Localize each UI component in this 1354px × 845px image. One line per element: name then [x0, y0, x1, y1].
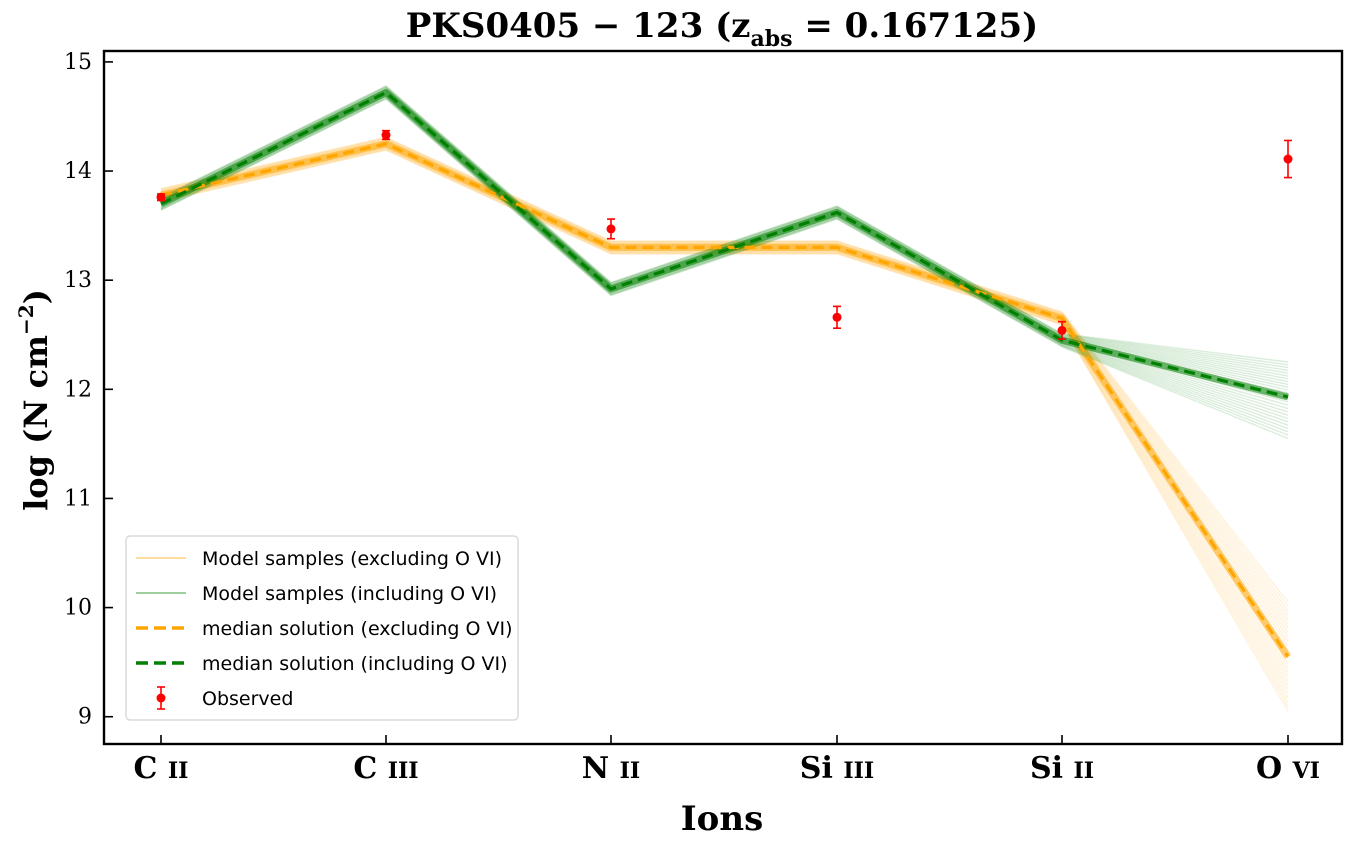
legend-frame	[125, 535, 519, 721]
observed-points	[156, 129, 1293, 340]
samples-incl-line	[160, 96, 1289, 426]
legend-label-samples-incl: Model samples (including O VI)	[202, 583, 497, 605]
y-tick-label: 10	[64, 596, 92, 621]
samples-excl-line	[160, 136, 1289, 607]
samples-excl-line	[160, 138, 1289, 621]
observed-point	[381, 130, 391, 140]
observed-point	[606, 224, 616, 234]
x-tick-label: N II	[582, 751, 640, 786]
observed-point	[1057, 325, 1067, 335]
x-tick-label: Si III	[800, 751, 874, 786]
x-tick-element: Si	[1030, 751, 1074, 786]
x-tick-ionization-stage: III	[843, 758, 874, 784]
chart-title-tail: = 0.167125)	[793, 6, 1039, 46]
samples-incl-line	[160, 85, 1289, 363]
y-tick-label: 12	[64, 377, 92, 402]
y-tick-label: 14	[64, 159, 92, 184]
samples-incl-line	[160, 85, 1289, 366]
x-tick-ionization-stage: VI	[1292, 758, 1320, 784]
legend-label-observed: Observed	[202, 688, 293, 710]
samples-incl-line	[160, 87, 1289, 377]
samples-incl-line	[160, 86, 1289, 372]
samples-incl-line	[160, 88, 1289, 380]
y-axis-label-main: log (N cm	[17, 335, 55, 511]
median-lines	[160, 90, 1290, 658]
x-tick-element: C	[134, 751, 168, 786]
legend: Model samples (excluding O VI) Model sam…	[125, 535, 519, 721]
y-axis-label-close: )	[17, 289, 55, 304]
y-tick-label: 15	[64, 50, 92, 75]
observed-point	[1283, 154, 1293, 164]
samples-excl-line	[160, 139, 1289, 625]
samples-incl-line	[160, 98, 1289, 440]
x-tick-label: O VI	[1256, 751, 1320, 786]
chart-title-main: PKS0405 − 123 (z	[406, 6, 751, 46]
samples-incl-line	[160, 97, 1289, 433]
y-tick-label: 9	[78, 705, 92, 730]
x-tick-ionization-stage: II	[168, 758, 189, 784]
plot-frame	[102, 49, 1344, 746]
x-tick-label: Si II	[1030, 751, 1094, 786]
samples-incl-line	[160, 97, 1289, 436]
observed-point	[832, 312, 842, 322]
x-tick-ionization-stage: II	[1073, 758, 1094, 784]
x-tick-label: C II	[134, 751, 189, 786]
x-tick-element: O	[1256, 751, 1293, 786]
observed-point	[156, 192, 166, 202]
legend-label-samples-excl: Model samples (excluding O VI)	[202, 548, 502, 570]
x-tick-ionization-stage: III	[388, 758, 419, 784]
samples-excl-line	[160, 136, 1289, 603]
samples-excl-line	[160, 137, 1289, 612]
x-tick-ionization-stage: II	[620, 758, 641, 784]
samples-incl-line	[160, 88, 1289, 383]
legend-swatch-observed-marker	[156, 693, 166, 703]
y-axis-label: log (N cm−2)	[14, 289, 55, 511]
samples-excl-line	[160, 138, 1289, 616]
legend-label-median-excl: median solution (excluding O VI)	[202, 618, 512, 640]
chart-title: PKS0405 − 123 (zabs = 0.167125)	[406, 6, 1038, 52]
x-tick-element: C	[353, 751, 387, 786]
x-tick-element: Si	[800, 751, 844, 786]
x-axis-label: Ions	[681, 799, 763, 839]
x-axis: C II C III N II Si III Si II O VI	[134, 735, 1320, 786]
samples-incl-line	[160, 95, 1289, 423]
y-tick-label: 13	[64, 268, 92, 293]
y-tick-label: 11	[64, 486, 92, 511]
chart-title-sub: abs	[750, 26, 792, 52]
legend-label-median-incl: median solution (including O VI)	[202, 653, 508, 675]
samples-incl-line	[160, 87, 1289, 374]
x-tick-element: N	[582, 751, 620, 786]
y-axis: 9 10 11 12 13 14 15	[64, 50, 113, 730]
median-line-excl	[160, 142, 1290, 658]
x-tick-label: C III	[353, 751, 418, 786]
samples-incl-line	[160, 96, 1289, 430]
median-line-incl	[160, 90, 1289, 399]
samples-incl-line	[160, 86, 1289, 369]
y-axis-label-sup: −2	[14, 304, 38, 335]
